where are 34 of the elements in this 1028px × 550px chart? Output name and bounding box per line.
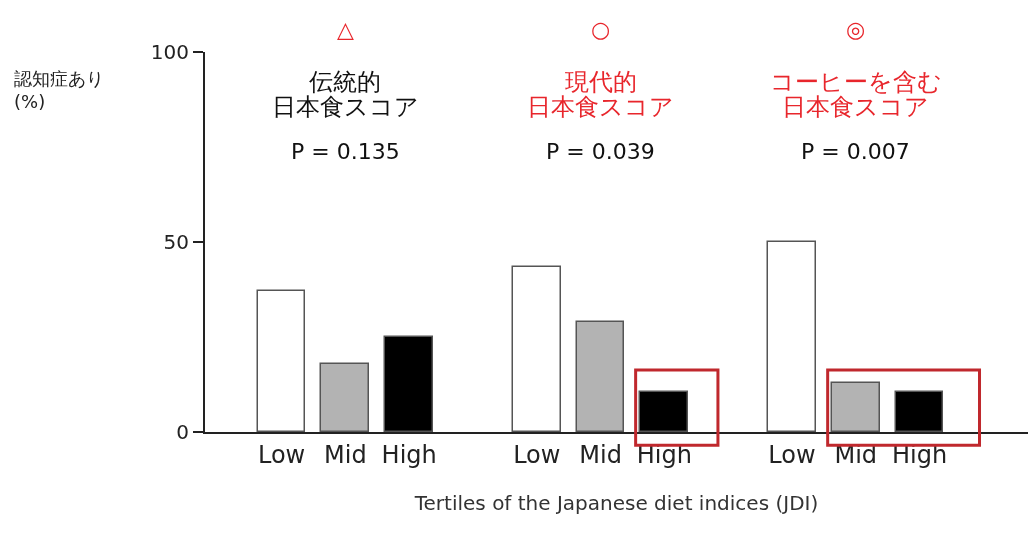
annotation: 日本食スコア [272,93,419,121]
bar [256,289,305,432]
y-axis-title: 認知症あり (%) [14,68,104,113]
annotation: P = 0.039 [546,139,655,164]
annotation: P = 0.135 [291,139,400,164]
bar [894,390,943,432]
annotation: 現代的 [565,68,637,96]
x-tick-label: Low [257,440,306,469]
annotation: 日本食スコア [782,93,929,121]
annotation: 伝統的 [309,68,381,96]
x-tick-label: Low [768,440,816,469]
bar [830,381,880,432]
bar [511,265,561,432]
x-tick-label: High [891,440,948,469]
y-tick-label: 50 [163,230,189,254]
y-tick-label: 100 [150,40,189,64]
x-tick-label: Mid [579,440,622,469]
annotation: コーヒーを含む [770,68,942,96]
x-tick-label: High [381,440,437,469]
x-tick-label: High [636,440,692,469]
text: ○ [591,17,611,42]
y-tick-label: 0 [176,420,189,444]
bar [319,362,369,432]
bar [766,240,816,432]
text: △ [337,17,354,42]
annotation: P = 0.007 [801,139,910,164]
text: ◎ [846,17,866,42]
annotation: 日本食スコア [527,93,674,121]
x-tick-label: Mid [324,440,367,469]
bar [575,320,624,432]
bar [383,335,433,432]
x-tick-label: Low [513,440,561,469]
x-axis-title: Tertiles of the Japanese diet indices (JDI) [413,490,819,515]
bar [638,390,688,432]
